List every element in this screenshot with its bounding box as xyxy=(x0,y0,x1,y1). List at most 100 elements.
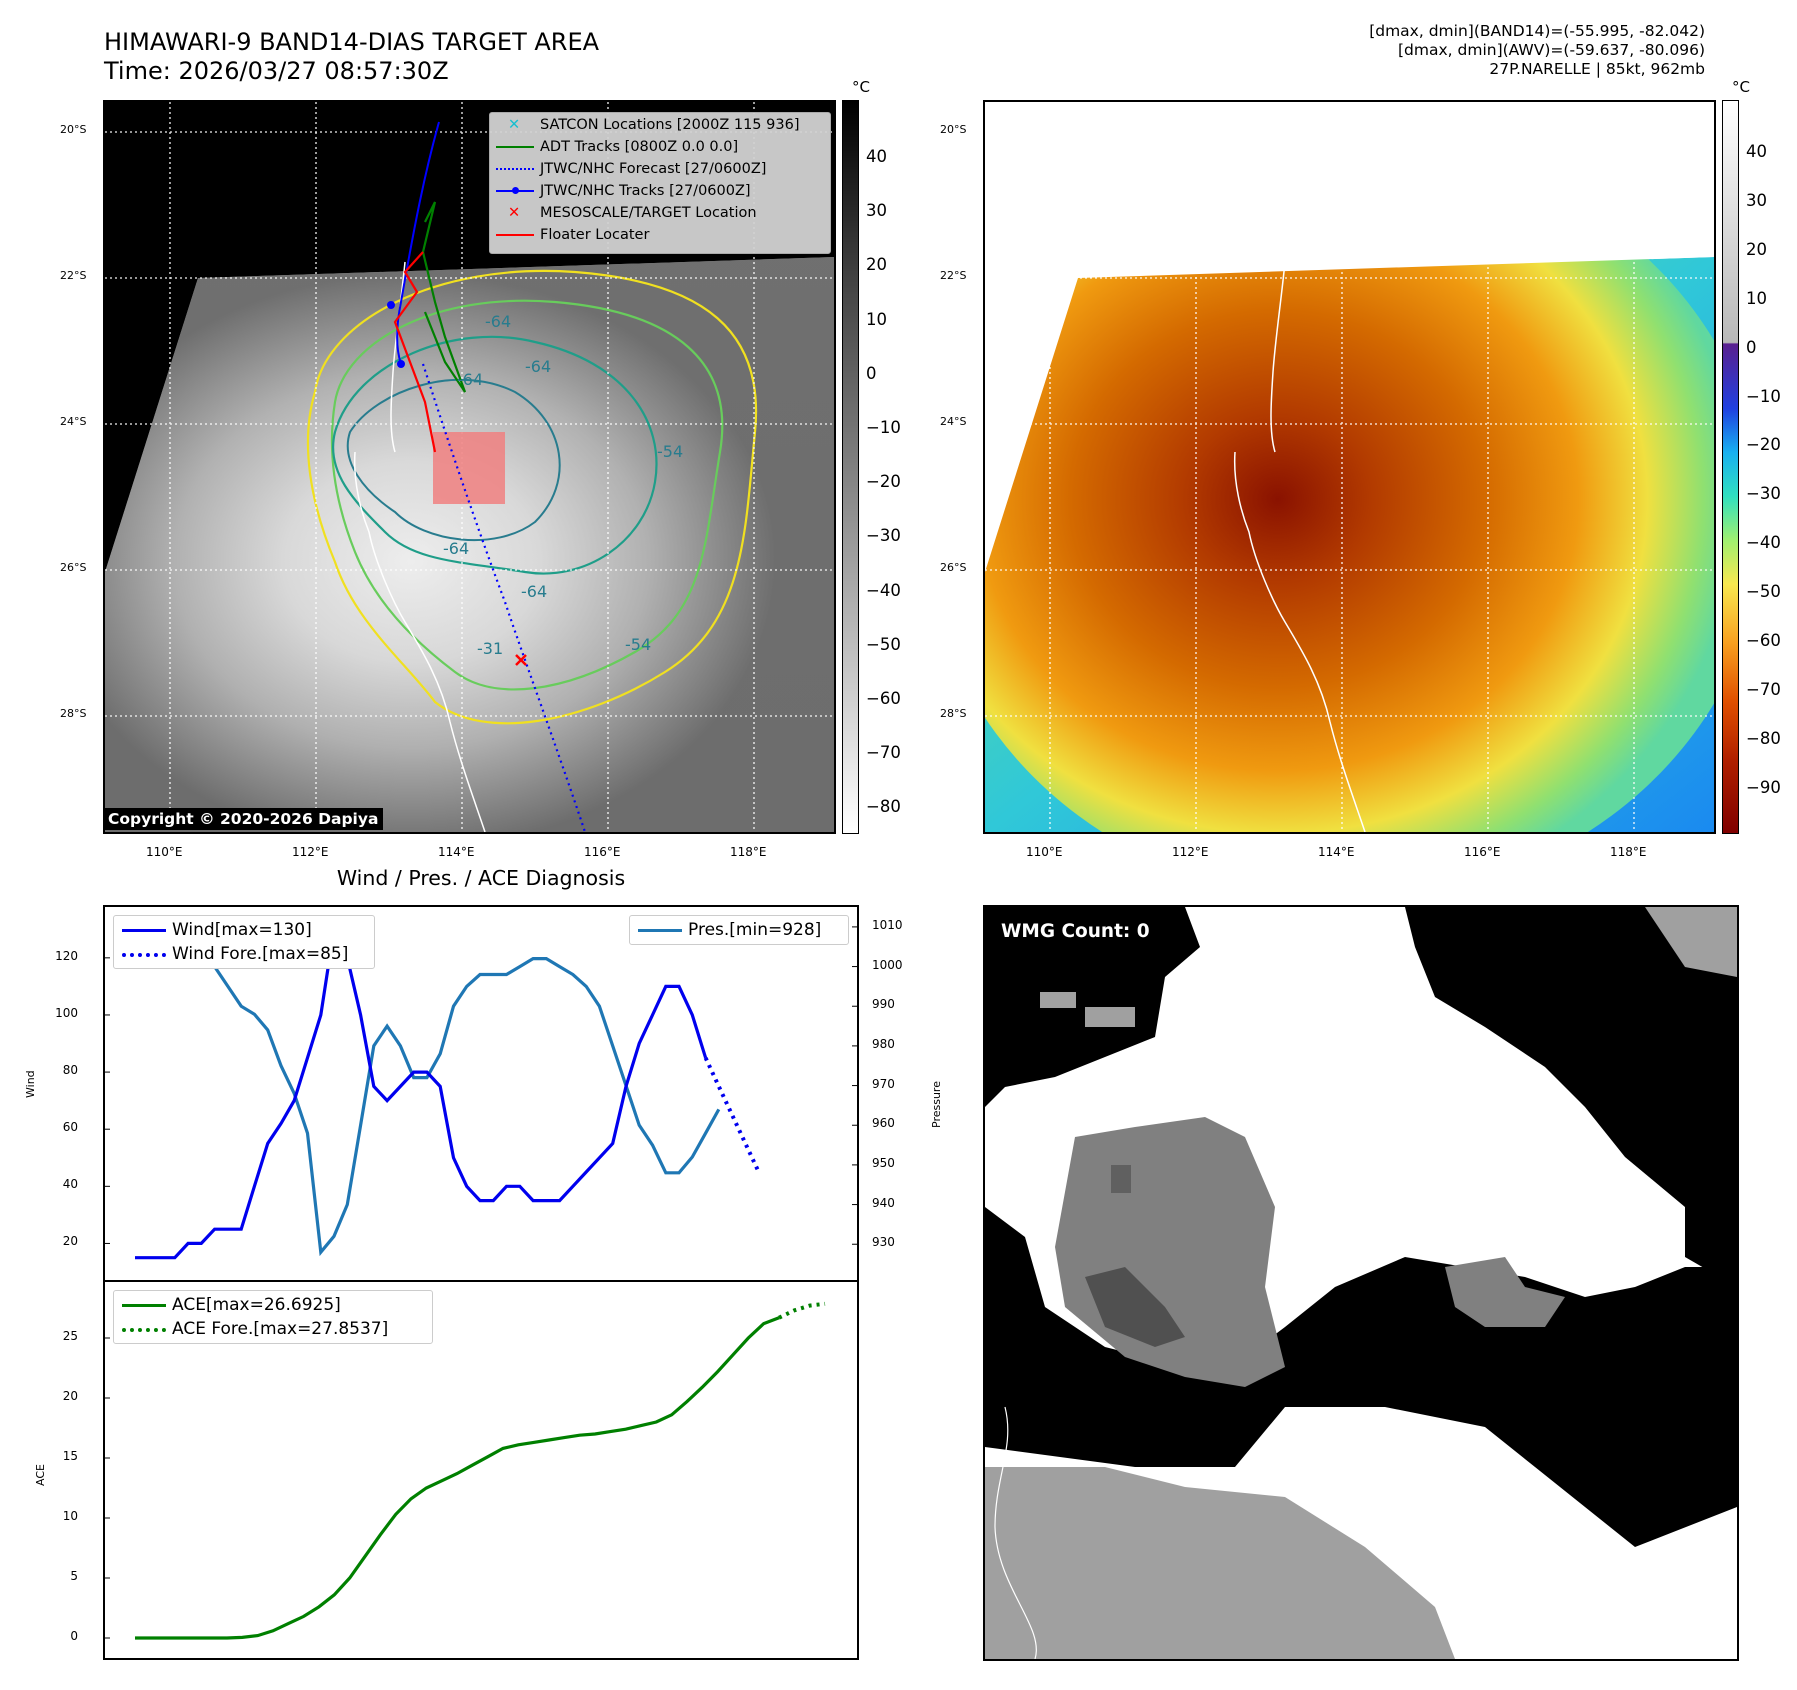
legend-item-ace: ACE[max=26.6925] xyxy=(122,1294,341,1316)
pressure-tick: 990 xyxy=(872,997,895,1012)
ace-tick: 0 xyxy=(70,1629,78,1643)
colorbar-tick: −10 xyxy=(866,418,901,437)
ace-svg xyxy=(105,1301,826,1640)
wind-tick: 100 xyxy=(55,1005,78,1020)
colorbar-tick: 0 xyxy=(1746,337,1757,357)
colorbar-tick: −60 xyxy=(1746,631,1781,650)
ace-plot: ACE[max=26.6925] ACE Fore.[max=27.8537] xyxy=(103,1280,859,1660)
pressure-ylabel: Pressure xyxy=(930,1081,943,1128)
stats-header: [dmax, dmin](BAND14)=(-55.995, -82.042) … xyxy=(1369,22,1705,79)
lon-label: 114°E xyxy=(1318,845,1355,859)
wmg-panel: WMG Count: 0 xyxy=(983,905,1739,1661)
lat-label: 28°S xyxy=(940,707,967,720)
line-icon xyxy=(122,919,172,941)
pressure-legend: Pres.[min=928] xyxy=(629,915,849,945)
colorbar-tick: 40 xyxy=(1746,142,1767,161)
lon-label: 118°E xyxy=(1610,845,1647,859)
colorbar-tick: 30 xyxy=(1746,190,1767,210)
pressure-tick: 960 xyxy=(872,1116,895,1131)
stats-line-1: [dmax, dmin](BAND14)=(-55.995, -82.042) xyxy=(1369,22,1705,40)
ace-tick: 25 xyxy=(62,1329,78,1343)
colorbar-tick: −70 xyxy=(1746,679,1781,699)
dotted-line-icon xyxy=(122,1318,172,1340)
pressure-tick: 940 xyxy=(872,1195,895,1210)
lat-label: 24°S xyxy=(940,415,967,428)
colorbar-tick: −40 xyxy=(1746,533,1781,553)
title-line-2: Time: 2026/03/27 08:57:30Z xyxy=(104,57,449,85)
legend-item-floater: Floater Locater xyxy=(496,225,649,245)
lon-label: 116°E xyxy=(1464,845,1501,859)
awv-map-image xyxy=(985,102,1714,832)
wind-tick: 20 xyxy=(62,1234,78,1249)
ace-line xyxy=(135,1316,780,1640)
stats-line-3: 27P.NARELLE | 85kt, 962mb xyxy=(1489,60,1705,78)
contour-label: -54 xyxy=(625,635,651,654)
pressure-tick: 930 xyxy=(872,1235,895,1250)
line-dot-icon xyxy=(496,181,540,201)
contour-label: -64 xyxy=(525,357,551,376)
wind-ylabel: Wind xyxy=(24,1070,37,1098)
ace-tick: 15 xyxy=(62,1449,78,1463)
pressure-tick: 950 xyxy=(872,1155,895,1170)
line-icon xyxy=(122,1294,172,1316)
line-icon xyxy=(638,919,688,941)
wind-legend: Wind[max=130] Wind Fore.[max=85] xyxy=(113,915,375,969)
wmg-image xyxy=(985,907,1737,1659)
awv-colorbar xyxy=(1722,100,1739,834)
contour-label: -64 xyxy=(521,582,547,601)
colorbar-tick: 30 xyxy=(866,201,887,221)
lat-label: 26°S xyxy=(60,561,87,574)
ir-colorbar-unit: °C xyxy=(852,78,870,96)
ir-map-panel: -64 -64 -64 -64 -64 -54 -54 -31 ✕ SATCON … xyxy=(103,100,836,834)
wind-forecast-line xyxy=(703,1056,761,1173)
lat-label: 20°S xyxy=(940,123,967,136)
lon-label: 110°E xyxy=(1026,845,1063,859)
pressure-tick: 1010 xyxy=(872,917,903,932)
lon-label: 112°E xyxy=(1172,845,1209,859)
colorbar-tick: 20 xyxy=(1746,239,1767,259)
awv-colorbar-unit: °C xyxy=(1732,78,1750,96)
lat-label: 22°S xyxy=(940,269,967,282)
wind-pressure-plot: Wind[max=130] Wind Fore.[max=85] Pres.[m… xyxy=(103,905,859,1282)
pressure-line xyxy=(135,925,721,1257)
contour-label: -64 xyxy=(457,370,483,389)
pressure-tick: 970 xyxy=(872,1076,895,1091)
pressure-tick: 1000 xyxy=(872,957,903,972)
legend-item-target: ✕ MESOSCALE/TARGET Location xyxy=(496,203,757,223)
contour-label: -64 xyxy=(443,539,469,558)
colorbar-tick: 10 xyxy=(866,309,887,329)
lon-label: 114°E xyxy=(438,845,475,859)
dotted-line-icon xyxy=(496,159,540,179)
title-line-1: HIMAWARI-9 BAND14-DIAS TARGET AREA xyxy=(104,28,600,56)
colorbar-tick: 10 xyxy=(1746,288,1767,308)
colorbar-tick: 20 xyxy=(866,255,887,275)
ace-ylabel: ACE xyxy=(34,1464,47,1486)
wmg-count-label: WMG Count: 0 xyxy=(1001,921,1150,942)
contour-label: -64 xyxy=(485,312,511,331)
legend-item-ace-fore: ACE Fore.[max=27.8537] xyxy=(122,1318,388,1340)
legend-item-satcon: ✕ SATCON Locations [2000Z 115 936] xyxy=(496,115,799,135)
colorbar-tick: −90 xyxy=(1746,777,1781,797)
wind-tick: 40 xyxy=(62,1177,78,1192)
wind-pressure-svg xyxy=(105,923,857,1260)
colorbar-tick: −50 xyxy=(866,634,901,654)
wind-line xyxy=(135,923,708,1260)
legend-item-pressure: Pres.[min=928] xyxy=(638,919,821,941)
line-icon xyxy=(496,137,540,157)
lon-label: 118°E xyxy=(730,845,767,859)
contour-label: -54 xyxy=(657,442,683,461)
ace-tick: 20 xyxy=(62,1389,78,1403)
colorbar-tick: −20 xyxy=(1746,435,1781,455)
lat-label: 24°S xyxy=(60,415,87,428)
lon-label: 116°E xyxy=(584,845,621,859)
lat-label: 20°S xyxy=(60,123,87,136)
colorbar-tick: 0 xyxy=(866,363,877,383)
colorbar-tick: −10 xyxy=(1746,386,1781,406)
colorbar-tick: −80 xyxy=(1746,728,1781,748)
mesoscale-target-marker xyxy=(515,654,527,666)
line-icon xyxy=(496,225,540,245)
colorbar-tick: −20 xyxy=(866,472,901,492)
colorbar-tick: 40 xyxy=(866,147,887,166)
stats-line-2: [dmax, dmin](AWV)=(-59.637, -80.096) xyxy=(1398,41,1705,59)
figure-title: HIMAWARI-9 BAND14-DIAS TARGET AREA Time:… xyxy=(104,28,599,86)
